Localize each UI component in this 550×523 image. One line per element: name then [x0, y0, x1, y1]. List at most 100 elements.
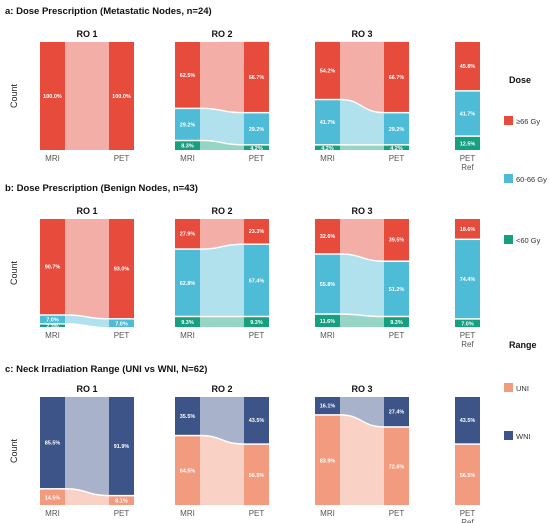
flow-uni	[200, 436, 244, 505]
legend-range: Range UNI WNI	[504, 340, 537, 441]
x-tick-line: MRI	[45, 154, 60, 163]
bar-segment-mid	[175, 109, 200, 140]
legend-title: Range	[509, 340, 537, 350]
segment-label: 56.5%	[249, 473, 265, 479]
segment-label: 64.5%	[180, 469, 196, 475]
flow-mid	[340, 100, 384, 145]
x-tick-line: PET	[460, 509, 476, 518]
flow-high	[65, 219, 109, 319]
bar-segment-low	[384, 145, 409, 150]
segment-label: 43.5%	[249, 418, 265, 424]
segment-label: 9.3%	[390, 320, 403, 326]
panel-title: RO 2	[211, 29, 232, 39]
legend-label: ≥66 Gy	[516, 117, 540, 126]
segment-label: 66.7%	[249, 75, 265, 81]
segment-label: 29.2%	[389, 127, 405, 133]
segment-label: 7.0%	[46, 317, 59, 323]
flow-low	[340, 314, 384, 327]
x-tick-label: PET Ref	[460, 509, 476, 523]
bar-segment-low	[455, 319, 480, 327]
bar-segment-low	[315, 314, 340, 327]
segment-label: 7.0%	[461, 321, 474, 327]
x-tick-line: MRI	[45, 331, 60, 340]
segment-label: 45.8%	[460, 64, 476, 70]
panel-title: RO 1	[76, 384, 97, 394]
x-tick-line: PET	[114, 331, 130, 340]
bar-segment-uni	[175, 436, 200, 505]
x-tick-line: MRI	[320, 331, 335, 340]
x-tick-label: PET	[114, 509, 130, 518]
segment-label: 41.7%	[320, 120, 336, 126]
bar-segment-uni	[455, 444, 480, 505]
x-tick-line: PET	[389, 331, 405, 340]
segment-label: 100.0%	[43, 94, 62, 100]
x-tick-line: PET	[460, 154, 476, 163]
segment-label: 4.2%	[250, 146, 263, 152]
segment-label: 93.0%	[114, 267, 130, 273]
legend-swatch-wni	[504, 431, 513, 440]
segment-label: 8.3%	[181, 144, 194, 150]
x-tick-label: PET Ref	[460, 154, 476, 172]
panel-title: RO 2	[211, 384, 232, 394]
flow-mid	[340, 254, 384, 316]
flow-wni	[200, 397, 244, 444]
segment-label: 35.5%	[180, 414, 196, 420]
segment-label: 51.2%	[389, 287, 405, 293]
x-tick-label: PET	[114, 154, 130, 163]
flow-wni	[65, 397, 109, 495]
segment-label: 67.4%	[249, 278, 265, 284]
bar-segment-high	[40, 42, 65, 150]
bar-segment-mid	[244, 244, 269, 316]
flow-mid	[200, 244, 244, 316]
x-tick-label: MRI	[45, 331, 60, 340]
segment-label: 27.9%	[180, 232, 196, 238]
bar-segment-high	[315, 41, 340, 99]
x-tick-label: PET	[389, 331, 405, 340]
x-tick-line: PET	[389, 154, 405, 163]
x-tick-line: MRI	[180, 509, 195, 518]
segment-label: 90.7%	[45, 265, 61, 271]
bar-segment-high	[175, 219, 200, 249]
bar-segment-high	[109, 219, 134, 319]
legend-dose: Dose ≥66 Gy 60-66 Gy <60 Gy	[504, 75, 547, 245]
x-tick-line: PET	[114, 154, 130, 163]
flow-low	[340, 145, 384, 150]
x-tick-label: MRI	[45, 509, 60, 518]
bar-segment-mid	[455, 91, 480, 136]
x-tick-label: MRI	[180, 331, 195, 340]
panel-title: RO 3	[351, 206, 372, 216]
segment-label: 72.6%	[389, 464, 405, 470]
bar-segment-high	[40, 219, 65, 315]
x-tick-label: PET	[114, 331, 130, 340]
segment-label: 18.6%	[460, 227, 476, 233]
figure-title: a: Dose Prescription (Metastatic Nodes, …	[5, 6, 212, 17]
segment-label: 9.3%	[250, 320, 263, 326]
y-axis-label: Count	[9, 439, 19, 464]
segment-label: 16.1%	[320, 404, 336, 410]
bar-segment-high	[384, 41, 409, 112]
segment-label: 9.3%	[181, 320, 194, 326]
segment-label: 55.8%	[320, 282, 336, 288]
x-tick-line: MRI	[180, 331, 195, 340]
segment-label: 27.4%	[389, 410, 405, 416]
x-tick-label: PET	[249, 154, 265, 163]
x-tick-label: MRI	[180, 509, 195, 518]
x-tick-label: PET	[389, 154, 405, 163]
x-tick-line: MRI	[320, 154, 335, 163]
segment-label: 14.5%	[45, 495, 61, 501]
flow-high	[200, 219, 244, 249]
bar-segment-mid	[315, 100, 340, 145]
bar-segment-wni	[109, 397, 134, 495]
segment-label: 39.5%	[389, 238, 405, 244]
panel-4: 56.5% 43.5% PET Ref	[455, 397, 480, 523]
bar-segment-uni	[384, 427, 409, 505]
bar-segment-low	[315, 145, 340, 150]
bar-segment-mid	[384, 113, 409, 145]
x-tick-line: PET	[114, 509, 130, 518]
x-tick-line: PET	[249, 331, 265, 340]
x-tick-line: MRI	[320, 509, 335, 518]
bar-segment-mid	[315, 254, 340, 314]
segment-label: 29.2%	[249, 127, 265, 133]
bar-segment-wni	[384, 397, 409, 427]
